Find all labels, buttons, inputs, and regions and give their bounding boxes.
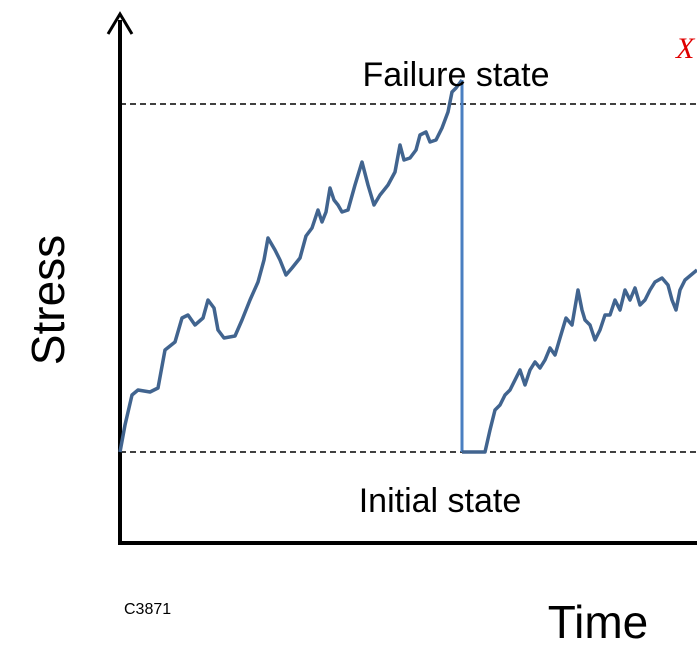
failure-label: Failure state (362, 56, 549, 94)
initial-label: Initial state (359, 482, 522, 520)
x-axis-label: Time (548, 596, 649, 648)
y-axis-label: Stress (22, 235, 74, 365)
marker-label: X (675, 32, 696, 65)
y-arrow (106, 11, 134, 35)
figure-code: C3871 (124, 601, 171, 618)
stress-curve-2 (462, 268, 697, 454)
stress-curve-1 (118, 78, 464, 453)
